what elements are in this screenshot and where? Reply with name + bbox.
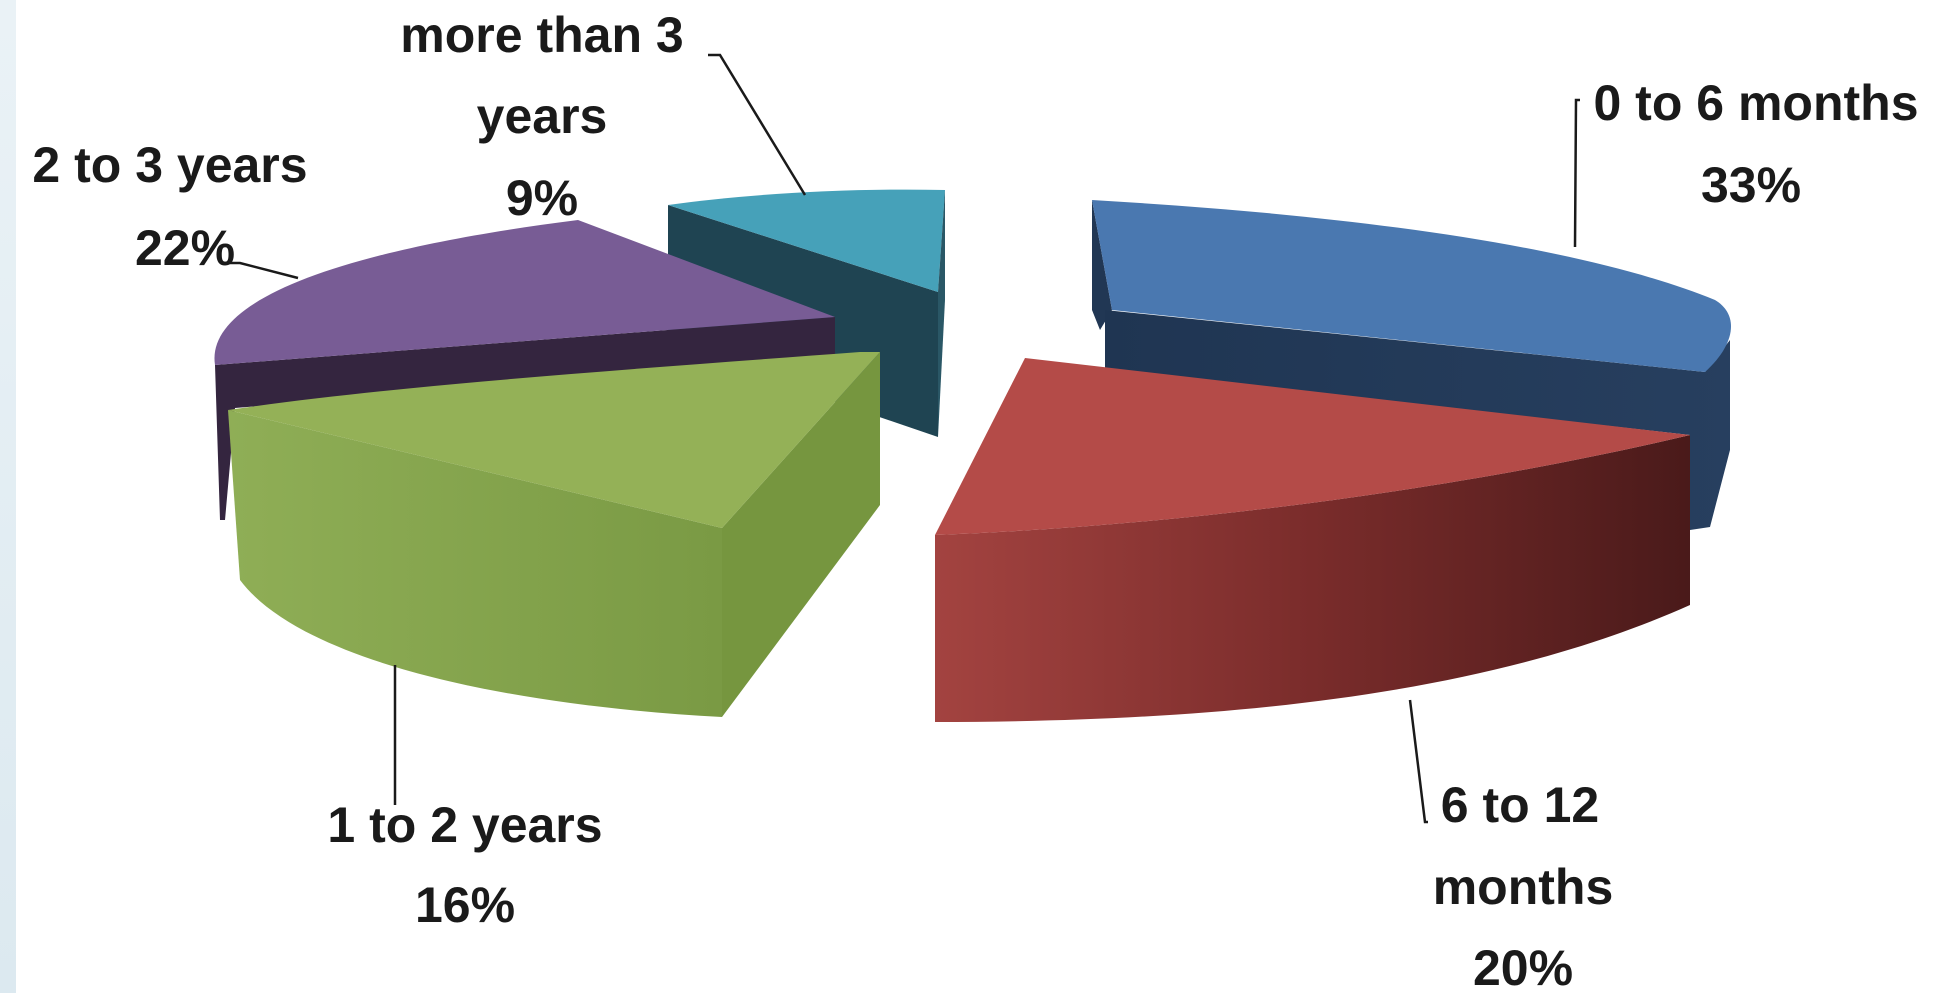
label-more-than-3-years-line1: more than 3 bbox=[400, 7, 683, 63]
label-2-to-3-years: 2 to 3 years bbox=[32, 137, 307, 193]
value-more-than-3-years: 9% bbox=[506, 170, 578, 226]
slice-2-to-3-years-top bbox=[214, 220, 835, 365]
slice-6-to-12-months bbox=[935, 358, 1690, 722]
slice-0-to-6-months-side bbox=[1105, 310, 1730, 530]
slide-background-strip bbox=[0, 0, 16, 993]
label-0-to-6-months: 0 to 6 months bbox=[1593, 75, 1918, 131]
value-0-to-6-months: 33% bbox=[1701, 157, 1801, 213]
value-2-to-3-years: 22% bbox=[135, 220, 235, 276]
label-6-to-12-months-line1: 6 to 12 bbox=[1441, 777, 1599, 833]
slice-more-than-3-years-cut bbox=[938, 190, 945, 437]
slice-more-than-3-years-top bbox=[668, 189, 945, 292]
slice-1-to-2-years bbox=[228, 352, 880, 717]
label-more-than-3-years-line2: years bbox=[477, 88, 608, 144]
leader-line-0-to-6-months bbox=[1573, 98, 1580, 248]
label-1-to-2-years: 1 to 2 years bbox=[327, 797, 602, 853]
slice-0-to-6-months-inner-side bbox=[1092, 200, 1112, 330]
leader-lines bbox=[225, 53, 1580, 824]
slice-0-to-6-months-top bbox=[1092, 200, 1732, 372]
slice-6-to-12-months-front bbox=[935, 435, 1690, 722]
leader-line-6-to-12-months bbox=[1408, 699, 1428, 824]
slice-0-to-6-months bbox=[1092, 200, 1732, 530]
slice-1-to-2-years-front bbox=[228, 410, 722, 717]
leader-line-2-to-3-years bbox=[225, 261, 299, 280]
data-labels: 0 to 6 months 33% 6 to 12 months 20% 1 t… bbox=[32, 7, 1918, 993]
slice-6-to-12-months-top bbox=[935, 358, 1690, 535]
value-6-to-12-months: 20% bbox=[1473, 940, 1573, 993]
label-6-to-12-months-line2: months bbox=[1433, 859, 1614, 915]
value-1-to-2-years: 16% bbox=[415, 877, 515, 933]
slice-1-to-2-years-top bbox=[228, 352, 880, 528]
leader-line-more-than-3-years bbox=[708, 53, 807, 196]
slice-1-to-2-years-side bbox=[722, 352, 880, 717]
